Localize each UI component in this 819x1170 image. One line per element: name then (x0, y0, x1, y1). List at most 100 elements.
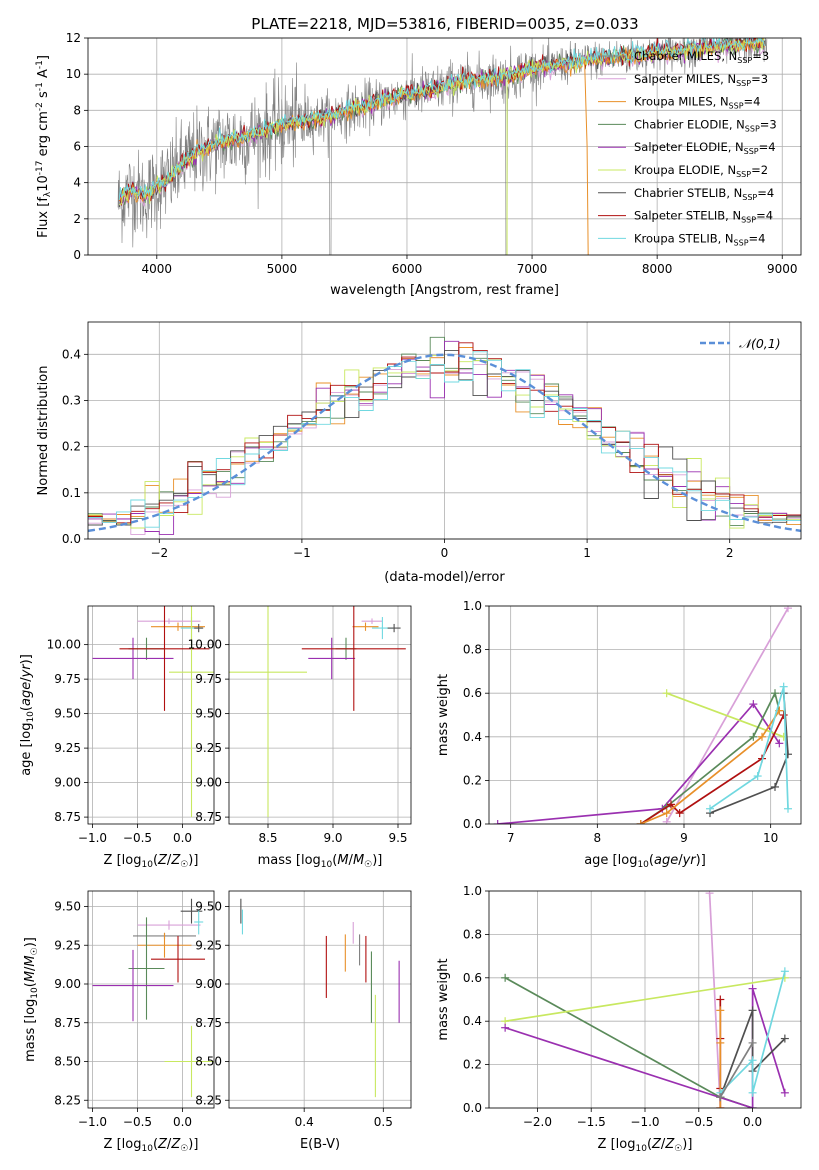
axes: 4000 5000 6000 7000 8000 9000 0 2 4 6 8 10 12 wavelen… (35, 31, 798, 298)
y-tick-label: 6 (73, 140, 81, 154)
error-bar-point (308, 637, 356, 680)
x-tick-label: −1.5 (577, 1115, 606, 1129)
y-tick-label: 9.25 (54, 741, 81, 755)
x-axis-label: (data-model)/error (384, 570, 505, 585)
x-tick-label: 6000 (392, 262, 423, 276)
model-spectrum-line (118, 38, 765, 206)
y-tick-label: 0.6 (463, 971, 482, 985)
y-axis-label: Flux [fλ10-17 erg cm-2 s-1 A-1] (35, 55, 53, 238)
axes: −1.0 −0.5 0.0 8.75 9.00 9.25 9.50 9.75 10.00 Z [l… (19, 638, 198, 870)
axes-frame (488, 890, 802, 1109)
legend-entry: Chabrier MILES, NSSP=3 (634, 49, 769, 65)
legend-entry: Kroupa STELIB, NSSP=4 (634, 231, 765, 247)
y-tick-label: 0.2 (463, 1058, 482, 1072)
y-axis-label: mass weight (436, 958, 451, 1040)
x-tick-label: −1.0 (630, 1115, 659, 1129)
weight-series-line (708, 893, 722, 1108)
error-bar-point (194, 623, 204, 633)
weight-marker (748, 1104, 757, 1108)
normal-curve-line (88, 353, 801, 533)
y-tick-label: 9.50 (54, 900, 81, 914)
y-tick-label: 8.50 (195, 1055, 222, 1069)
x-tick-label: 8 (594, 831, 602, 845)
grid (229, 606, 411, 824)
error-bar-point (137, 920, 201, 930)
age-vs-mass-panel: 8.5 9.0 9.5 8.75 9.00 9.25 9.50 9.75 10.00 mass [… (188, 605, 412, 870)
model-spectrum-line (119, 38, 765, 206)
y-tick-label: 0.4 (463, 730, 482, 744)
y-tick-label: 8.75 (195, 810, 222, 824)
weight-marker (780, 967, 789, 976)
weight-marker (749, 732, 758, 741)
grid (489, 605, 801, 825)
error-bar-point (194, 909, 204, 935)
weight-series-line (719, 1042, 754, 1098)
y-tick-label: 10.00 (188, 638, 222, 652)
weight-marker (779, 682, 788, 691)
y-tick-label: 8.75 (54, 810, 81, 824)
y-tick-label: 10 (66, 67, 81, 81)
y-tick-label: 0.4 (463, 1014, 482, 1028)
y-tick-label: 0.0 (463, 1101, 482, 1115)
weight-marker (501, 1023, 510, 1032)
x-tick-label: 8.5 (258, 831, 277, 845)
model-spectrum-line (118, 38, 765, 201)
weight-series-line (497, 702, 781, 824)
plot-area (240, 898, 400, 1098)
weight-marker (662, 689, 671, 698)
y-tick-label: 9.00 (54, 977, 81, 991)
weight-series-line (640, 710, 781, 824)
x-tick-label: 4000 (142, 262, 173, 276)
error-bar-point (169, 606, 214, 818)
mass-vs-metallicity-panel: −1.0 −0.5 0.0 8.25 8.50 8.75 9.00 9.25 9.50 Z [lo… (23, 890, 215, 1154)
plot-area (92, 898, 214, 1098)
axes-frame (87, 890, 215, 1109)
error-bar-point (164, 1025, 214, 1098)
y-tick-label: 9.25 (54, 938, 81, 952)
error-bar-point (352, 622, 379, 631)
y-tick-label: 0.4 (62, 347, 81, 361)
error-bar-point (119, 606, 210, 711)
x-tick-label: 9.5 (388, 831, 407, 845)
axes-frame (87, 37, 802, 256)
x-tick-label: −1.0 (78, 1115, 107, 1129)
x-tick-label: −2 (150, 546, 168, 560)
weight-vs-metallicity-panel: −2.0 −1.5 −1.0 −0.5 0.0 0.0 0.2 0.4 0.6 0.8 1.0 Z [… (436, 884, 802, 1154)
weight-marker (753, 772, 762, 781)
spectrum-panel: 4000 5000 6000 7000 8000 9000 0 2 4 6 8 10 12 wavelen… (35, 31, 802, 298)
y-tick-label: 1.0 (463, 884, 482, 898)
y-tick-label: 8.25 (54, 1093, 81, 1107)
axes-frame (87, 605, 215, 825)
axes-frame (228, 890, 412, 1109)
x-tick-label: 0.0 (173, 1115, 192, 1129)
axes-frame (488, 605, 802, 825)
x-tick-label: 9 (680, 831, 688, 845)
y-tick-label: 0.8 (463, 643, 482, 657)
grid (88, 606, 214, 824)
weight-marker (716, 995, 725, 1004)
age-vs-metallicity-panel: −1.0 −0.5 0.0 8.75 9.00 9.25 9.50 9.75 10.00 Z [l… (19, 605, 215, 870)
error-bar-point (301, 606, 406, 711)
y-tick-label: 9.00 (195, 977, 222, 991)
y-tick-label: 8.75 (54, 1016, 81, 1030)
plot-area (117, 38, 768, 255)
y-tick-label: 2 (73, 212, 81, 226)
plot-area (493, 606, 792, 824)
y-tick-label: 0.0 (62, 532, 81, 546)
y-tick-label: 0.3 (62, 393, 81, 407)
error-bar-point (137, 618, 201, 624)
error-bar-point (151, 622, 205, 631)
weight-marker (758, 732, 766, 741)
x-tick-label: 9.0 (323, 831, 342, 845)
weight-marker (780, 1034, 789, 1043)
error-bar-point (361, 618, 383, 624)
model-spectrum-edge (584, 61, 589, 255)
y-tick-label: 9.50 (195, 707, 222, 721)
x-tick-label: −0.5 (684, 1115, 713, 1129)
error-bar-point (92, 949, 174, 1022)
x-tick-label: 0.5 (374, 1115, 393, 1129)
error-bar-point (387, 623, 401, 633)
x-tick-label: 8000 (642, 262, 673, 276)
x-axis-label: E(B-V) (300, 1137, 340, 1152)
weight-marker (748, 984, 757, 993)
